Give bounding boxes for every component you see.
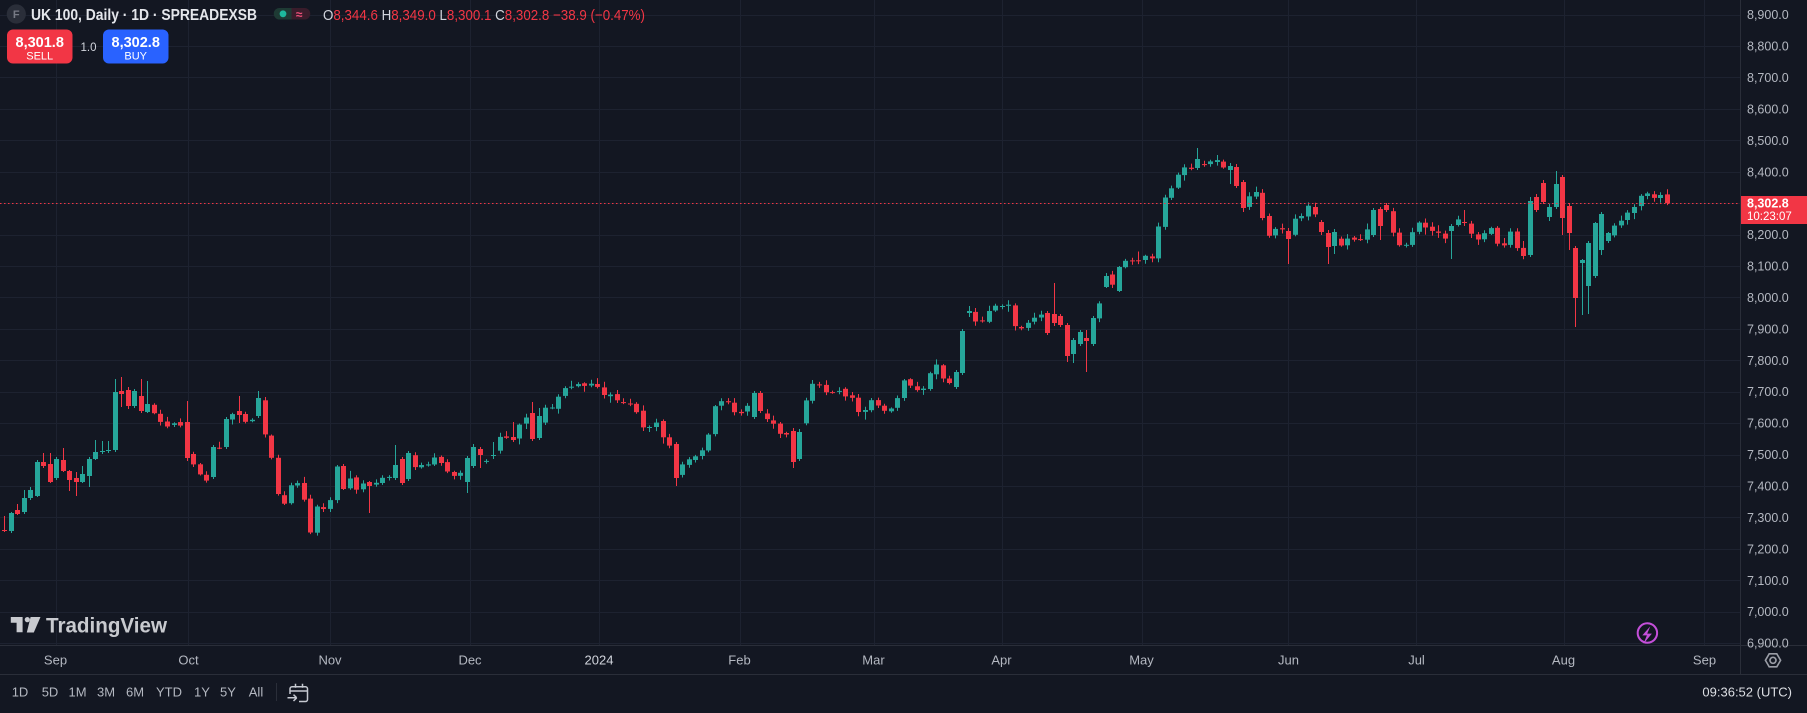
svg-text:5D: 5D	[42, 685, 59, 700]
svg-text:8,800.0: 8,800.0	[1747, 40, 1789, 54]
svg-text:8,200.0: 8,200.0	[1747, 228, 1789, 242]
svg-text:7,900.0: 7,900.0	[1747, 322, 1789, 336]
svg-text:All: All	[249, 685, 264, 700]
svg-text:Apr: Apr	[991, 653, 1012, 668]
svg-text:10:23:07: 10:23:07	[1747, 211, 1792, 223]
svg-text:7,000.0: 7,000.0	[1747, 605, 1789, 619]
svg-text:1.0: 1.0	[81, 42, 97, 54]
svg-text:8,302.8: 8,302.8	[1747, 197, 1789, 211]
svg-text:7,100.0: 7,100.0	[1747, 574, 1789, 588]
svg-text:1D: 1D	[12, 685, 29, 700]
svg-text:7,700.0: 7,700.0	[1747, 385, 1789, 399]
svg-text:Sep: Sep	[1693, 653, 1716, 668]
svg-text:1Y: 1Y	[194, 685, 210, 700]
svg-text:8,100.0: 8,100.0	[1747, 260, 1789, 274]
svg-text:Oct: Oct	[178, 653, 199, 668]
svg-text:8,400.0: 8,400.0	[1747, 165, 1789, 179]
svg-text:Jul: Jul	[1408, 653, 1425, 668]
svg-text:SELL: SELL	[26, 51, 53, 63]
svg-text:YTD: YTD	[156, 685, 182, 700]
svg-text:TradingView: TradingView	[46, 614, 167, 638]
svg-text:3M: 3M	[97, 685, 115, 700]
svg-text:1M: 1M	[68, 685, 86, 700]
svg-text:7,400.0: 7,400.0	[1747, 480, 1789, 494]
svg-text:8,500.0: 8,500.0	[1747, 134, 1789, 148]
svg-text:Nov: Nov	[318, 653, 342, 668]
svg-text:Jun: Jun	[1278, 653, 1299, 668]
svg-text:6M: 6M	[126, 685, 144, 700]
svg-text:7,300.0: 7,300.0	[1747, 511, 1789, 525]
svg-text:Aug: Aug	[1552, 653, 1575, 668]
svg-text:8,301.8: 8,301.8	[16, 35, 64, 51]
svg-text:UK 100, Daily · 1D · SPREADEXS: UK 100, Daily · 1D · SPREADEXSB	[31, 7, 257, 24]
svg-text:Mar: Mar	[862, 653, 885, 668]
svg-text:8,700.0: 8,700.0	[1747, 71, 1789, 85]
svg-text:Dec: Dec	[458, 653, 482, 668]
svg-text:BUY: BUY	[124, 51, 147, 63]
svg-text:7,600.0: 7,600.0	[1747, 417, 1789, 431]
svg-text:Sep: Sep	[44, 653, 67, 668]
svg-text:2024: 2024	[585, 653, 614, 668]
svg-text:≈: ≈	[296, 7, 303, 21]
svg-text:Feb: Feb	[728, 653, 750, 668]
svg-text:5Y: 5Y	[220, 685, 236, 700]
svg-text:8,900.0: 8,900.0	[1747, 8, 1789, 22]
svg-text:8,000.0: 8,000.0	[1747, 291, 1789, 305]
svg-text:7,800.0: 7,800.0	[1747, 354, 1789, 368]
svg-text:8,600.0: 8,600.0	[1747, 102, 1789, 116]
svg-text:09:36:52 (UTC): 09:36:52 (UTC)	[1702, 685, 1792, 700]
svg-text:May: May	[1129, 653, 1154, 668]
svg-text:F: F	[13, 9, 20, 21]
svg-text:7,200.0: 7,200.0	[1747, 542, 1789, 556]
svg-text:6,900.0: 6,900.0	[1747, 637, 1789, 651]
svg-text:O8,344.6 H8,349.0 L8,300.1 C8,: O8,344.6 H8,349.0 L8,300.1 C8,302.8 −38.…	[323, 7, 645, 24]
svg-text:8,302.8: 8,302.8	[112, 35, 160, 51]
svg-text:7,500.0: 7,500.0	[1747, 448, 1789, 462]
